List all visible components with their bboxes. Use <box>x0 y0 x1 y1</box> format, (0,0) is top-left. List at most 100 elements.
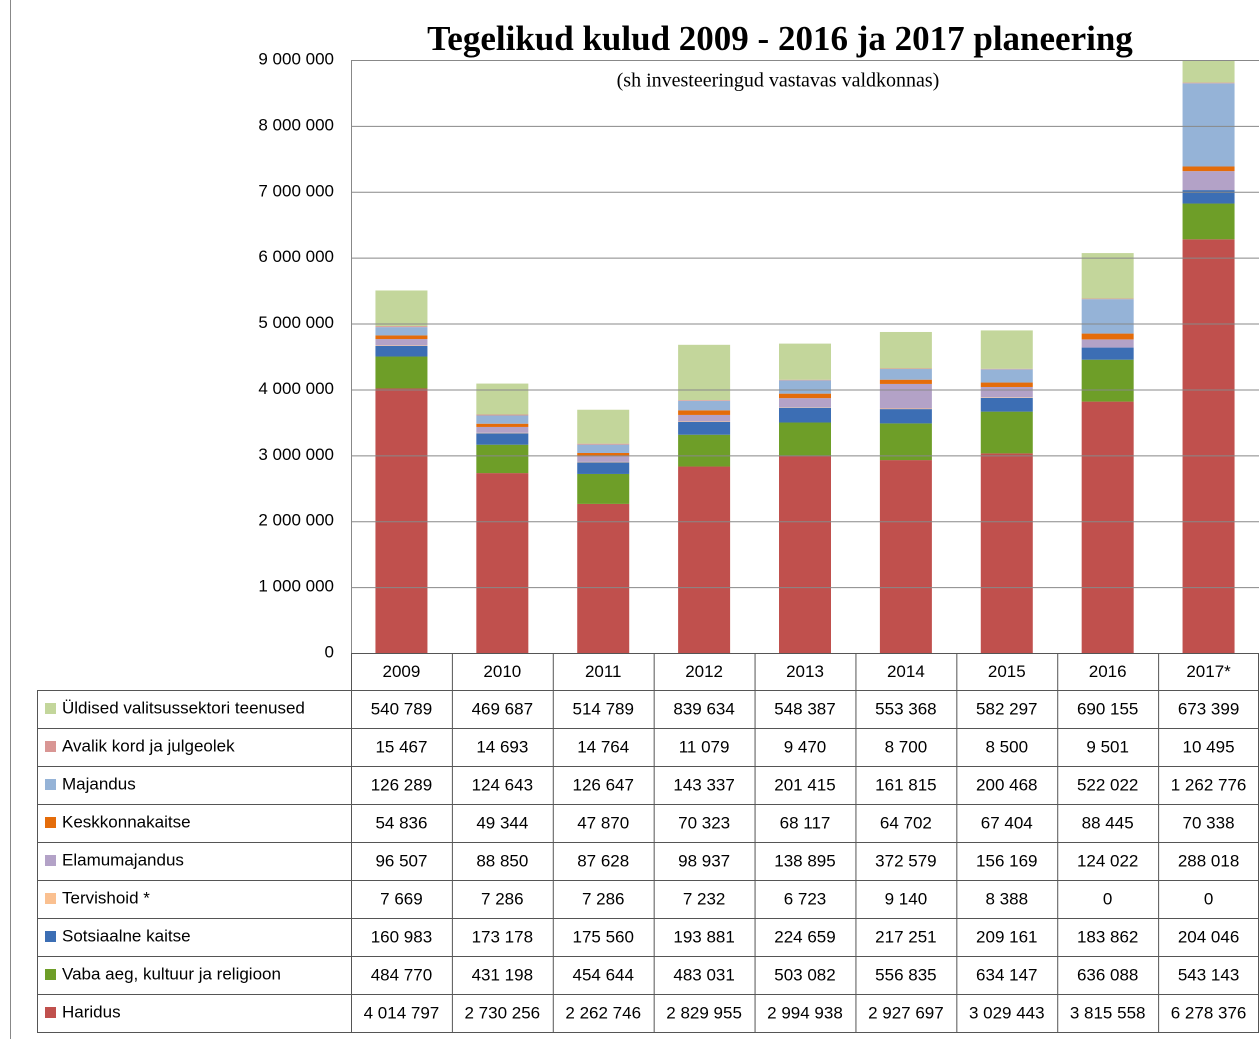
table-cell: 9 140 <box>885 889 928 908</box>
y-tick-label: 1 000 000 <box>258 577 334 596</box>
bar-segment <box>476 473 529 653</box>
table-cell: 2 994 938 <box>767 1003 843 1022</box>
table-cell: 175 560 <box>572 927 633 946</box>
legend-swatch <box>45 931 56 942</box>
table-cell: 540 789 <box>371 699 432 718</box>
bar-segment <box>1081 347 1134 360</box>
table-cell: 636 088 <box>1077 965 1138 984</box>
table-cell: 11 079 <box>679 737 730 756</box>
table-cell: 0 <box>1103 889 1112 908</box>
x-tick-label: 2013 <box>786 662 824 681</box>
legend-swatch <box>45 779 56 790</box>
table-cell: 0 <box>1204 889 1213 908</box>
bar-segment <box>375 388 428 653</box>
bar-segment <box>577 409 630 444</box>
table-cell: 15 467 <box>375 737 427 756</box>
table-cell: 204 046 <box>1178 927 1239 946</box>
bar-segment <box>779 393 831 399</box>
bar-segment <box>1182 190 1235 204</box>
bar-segment <box>577 444 630 453</box>
table-cell: 454 644 <box>572 965 633 984</box>
bar-segment <box>779 343 831 380</box>
table-cell: 193 881 <box>673 927 734 946</box>
bar-segment <box>779 422 831 456</box>
table-cell: 54 836 <box>375 813 427 832</box>
table-cell: 96 507 <box>375 851 427 870</box>
bar-segment <box>375 345 428 346</box>
bar-segment <box>476 383 529 415</box>
bar-segment <box>678 400 731 401</box>
bar-segment <box>980 330 1033 369</box>
table-cell: 98 937 <box>678 851 730 870</box>
table-cell: 6 278 376 <box>1171 1003 1247 1022</box>
y-tick-label: 5 000 000 <box>258 313 334 332</box>
bar-segment <box>879 331 932 369</box>
bar-segment <box>375 326 428 328</box>
legend-label: Haridus <box>62 1002 121 1021</box>
bar-segment <box>375 290 428 327</box>
table-cell: 503 082 <box>774 965 835 984</box>
table-cell: 2 927 697 <box>868 1003 944 1022</box>
table-cell: 200 468 <box>976 775 1037 794</box>
bar-segment <box>980 368 1033 370</box>
bar-segment <box>779 380 831 394</box>
table-cell: 484 770 <box>371 965 432 984</box>
bar-segment <box>678 410 731 415</box>
table-cell: 483 031 <box>673 965 734 984</box>
bar-segment <box>980 397 1033 412</box>
table-cell: 10 495 <box>1183 737 1235 756</box>
bar-segment <box>879 383 932 409</box>
table-cell: 7 232 <box>683 889 726 908</box>
y-tick-label: 0 <box>325 642 334 661</box>
table-cell: 124 022 <box>1077 851 1138 870</box>
table-cell: 6 723 <box>784 889 827 908</box>
y-tick-label: 2 000 000 <box>258 511 334 530</box>
legend-swatch <box>45 969 56 980</box>
bar-segment <box>375 335 428 340</box>
bar-segment <box>1081 339 1134 348</box>
legend-label: Üldised valitsussektori teenused <box>62 698 305 717</box>
y-tick-label: 9 000 000 <box>258 49 334 68</box>
bar-segment <box>879 368 932 370</box>
table-cell: 469 687 <box>472 699 533 718</box>
bar-segment <box>980 453 1033 653</box>
table-cell: 288 018 <box>1178 851 1239 870</box>
bar-segment <box>375 345 428 357</box>
table-cell: 582 297 <box>976 699 1037 718</box>
bar-segment <box>678 434 731 467</box>
bar-segment <box>779 455 831 653</box>
table-cell: 3 815 558 <box>1070 1003 1146 1022</box>
bar-segment <box>577 443 630 445</box>
x-tick-label: 2010 <box>483 662 521 681</box>
bar-segment <box>577 503 630 653</box>
bar-segment <box>1081 401 1134 653</box>
table-cell: 49 344 <box>476 813 528 832</box>
bar-segment <box>1081 299 1134 334</box>
x-tick-label: 2016 <box>1089 662 1127 681</box>
table-cell: 143 337 <box>673 775 734 794</box>
y-tick-label: 8 000 000 <box>258 115 334 134</box>
chart-subtitle: (sh investeeringud vastavas valdkonnas) <box>617 70 940 92</box>
table-cell: 138 895 <box>774 851 835 870</box>
bar-segment <box>879 409 932 424</box>
y-tick-label: 4 000 000 <box>258 379 334 398</box>
legend-label: Keskkonnakaitse <box>62 812 191 831</box>
table-cell: 7 669 <box>380 889 423 908</box>
table-cell: 1 262 776 <box>1171 775 1247 794</box>
y-tick-label: 7 000 000 <box>258 181 334 200</box>
bar-segment <box>980 382 1033 387</box>
x-tick-label: 2011 <box>585 662 622 681</box>
bar-segment <box>879 460 932 653</box>
table-cell: 2 829 955 <box>666 1003 742 1022</box>
table-cell: 68 117 <box>780 813 831 832</box>
table-cell: 88 445 <box>1082 813 1134 832</box>
bar-segment <box>1182 82 1235 84</box>
bar-segment <box>879 379 932 384</box>
legend-swatch <box>45 893 56 904</box>
table-cell: 3 029 443 <box>969 1003 1045 1022</box>
table-cell: 14 764 <box>577 737 629 756</box>
bar-segment <box>476 414 529 416</box>
bar-segment <box>476 415 529 424</box>
bar-segment <box>1182 83 1235 167</box>
